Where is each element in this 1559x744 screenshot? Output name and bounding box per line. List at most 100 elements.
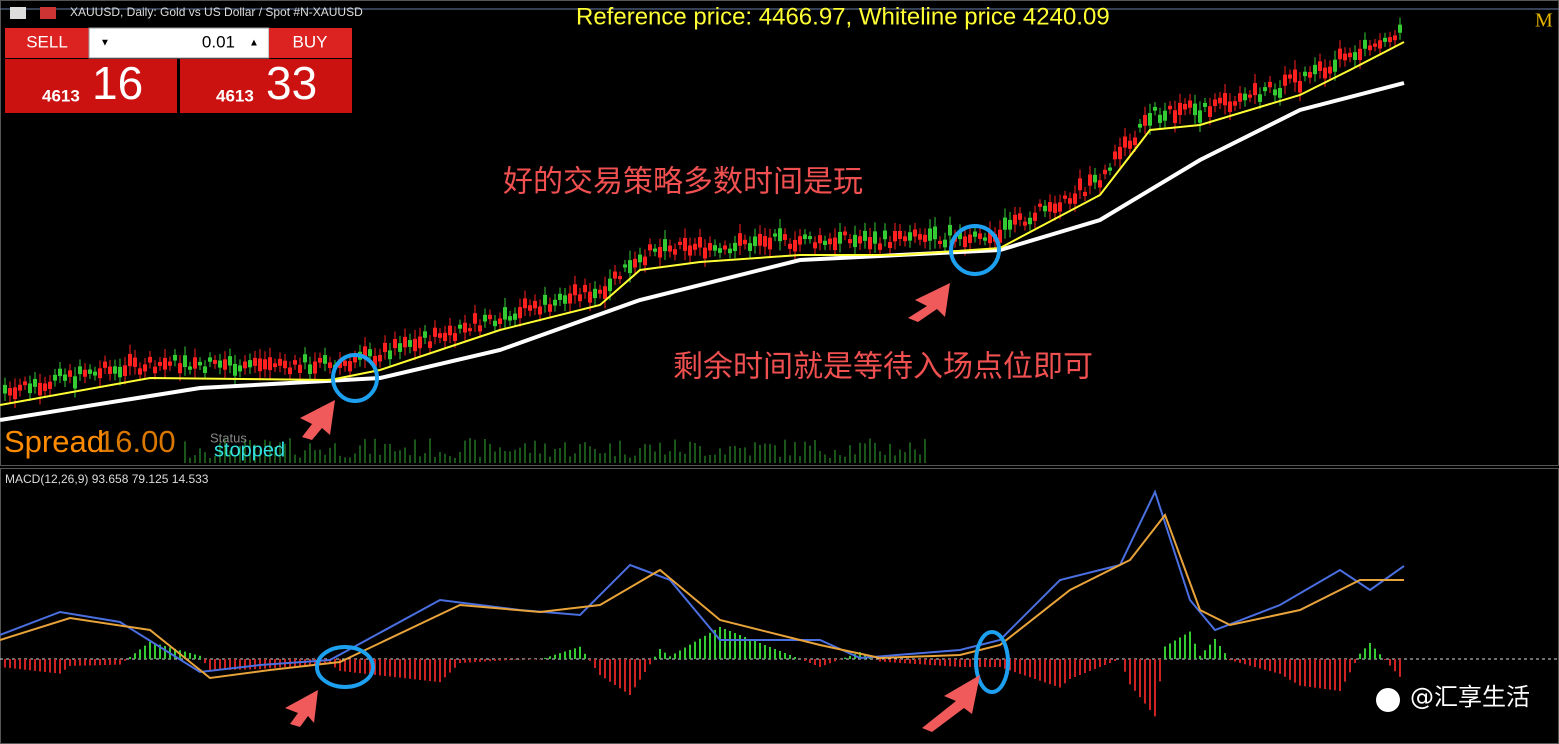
candle-body [198,361,202,366]
candle-body [613,271,617,279]
candle-body [138,368,142,375]
candle-body [373,356,377,367]
lot-down[interactable]: ▼ [100,38,110,49]
sell-price-big: 16 [92,57,143,109]
candle-body [1058,202,1062,212]
candle-body [453,333,457,341]
candle-body [288,367,292,375]
candle-body [33,378,37,387]
candle-body [188,366,192,370]
candle-body [1033,212,1037,221]
candle-body [83,369,87,377]
corner-mark: M [1535,10,1553,32]
candle-body [1238,93,1242,102]
lot-input[interactable] [88,27,270,59]
candle-body [1298,80,1302,93]
candle-body [698,237,702,248]
candle-body [638,254,642,263]
candle-body [818,235,822,244]
buy-price-prefix: 4613 [216,86,254,105]
candle-body [783,234,787,240]
candle-body [743,239,747,245]
candle-body [733,242,737,252]
candle-body [643,256,647,266]
candle-body [478,325,482,332]
candle-body [1113,151,1117,160]
candle-body [383,342,387,353]
candle-body [713,245,717,251]
candle-body [438,333,442,338]
candle-body [923,234,927,242]
candle-body [1013,214,1017,225]
candle-body [468,328,472,332]
candle-body [803,234,807,240]
candle-body [108,366,112,374]
candle-body [1198,110,1202,123]
spread-value: 16.00 [98,424,176,459]
sell-button[interactable] [5,28,89,58]
candle-body [1108,167,1112,171]
candle-body [1158,114,1162,123]
arrow [908,283,950,322]
arrow [922,675,980,732]
candle-body [168,361,172,366]
candle-body [1223,93,1227,106]
candle-body [1343,53,1347,61]
arrows [285,283,980,732]
candle-body [588,291,592,303]
candle-body [723,245,727,250]
candle-body [1243,93,1247,101]
candle-body [1203,102,1207,107]
candle-body [408,340,412,347]
candle-body [518,307,522,319]
candle-body [823,240,827,246]
candle-body [1008,219,1012,230]
candle-body [583,285,587,293]
candle-body [563,295,567,304]
candle-body [1393,35,1397,41]
buy-button[interactable] [269,28,352,58]
candle-body [1153,106,1157,111]
candle-body [488,314,492,320]
sell-price-box[interactable] [5,59,177,113]
candle-body [558,293,562,300]
candle-body [1323,67,1327,79]
candle-body [1358,48,1362,61]
candle-body [1398,24,1402,33]
lot-up[interactable]: ▲ [249,38,259,49]
candle-body [978,233,982,239]
candle-body [58,368,62,377]
buy-price-box[interactable] [180,59,352,113]
candle-body [318,357,322,363]
highlights [315,224,1010,694]
candle-body [1378,40,1382,49]
candle-body [1268,81,1272,88]
candle-body [1373,43,1377,47]
candle-body [688,245,692,256]
candle-body [1003,217,1007,230]
candle-body [693,243,697,250]
candle-body [568,293,572,304]
buy-label: BUY [293,32,328,51]
menu-icon[interactable] [10,7,26,19]
candle-body [938,240,942,245]
candle-body [153,366,157,374]
candle-body [413,338,417,352]
candle-body [388,350,392,360]
candle-body [248,360,252,368]
status-value: stopped [214,439,285,461]
circle [949,224,1001,276]
candle-body [828,238,832,245]
candle-body [668,245,672,252]
candle-body [328,362,332,368]
candle-body [118,366,122,378]
candle-body [578,294,582,302]
candle-body [278,358,282,366]
candle-body [123,365,127,377]
candle-body [443,332,447,342]
signal-line [0,512,1404,680]
candle-body [1188,100,1192,108]
chart-icon[interactable] [40,7,56,19]
macd-label: MACD(12,26,9) 93.658 79.125 14.533 [5,472,209,486]
candle-body [898,230,902,240]
